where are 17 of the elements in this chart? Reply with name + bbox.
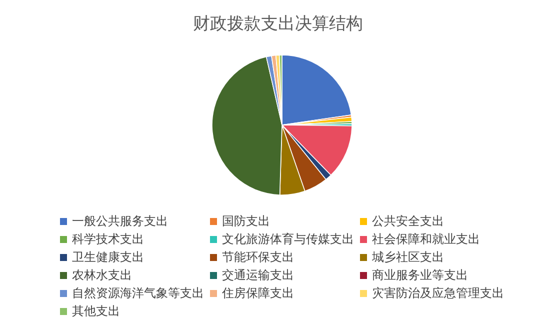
legend-label: 社会保障和就业支出: [372, 230, 480, 248]
legend-label: 公共安全支出: [372, 212, 444, 230]
legend-label: 自然资源海洋气象等支出: [72, 284, 204, 302]
legend-label: 城乡社区支出: [372, 248, 444, 266]
legend-label: 住房保障支出: [222, 284, 294, 302]
legend-label: 文化旅游体育与传媒支出: [222, 230, 354, 248]
legend-label: 其他支出: [72, 302, 120, 320]
legend-label: 一般公共服务支出: [72, 212, 168, 230]
legend-label: 灾害防治及应急管理支出: [372, 284, 504, 302]
legend-label: 农林水支出: [72, 266, 132, 284]
chart-title: 财政拨款支出决算结构: [192, 13, 364, 35]
legend-label: 卫生健康支出: [72, 248, 144, 266]
legend-label: 国防支出: [222, 212, 270, 230]
legend-label: 商业服务业等支出: [372, 266, 468, 284]
legend-label: 交通运输支出: [222, 266, 294, 284]
legend-label: 科学技术支出: [72, 230, 144, 248]
legend-label: 节能环保支出: [222, 248, 294, 266]
